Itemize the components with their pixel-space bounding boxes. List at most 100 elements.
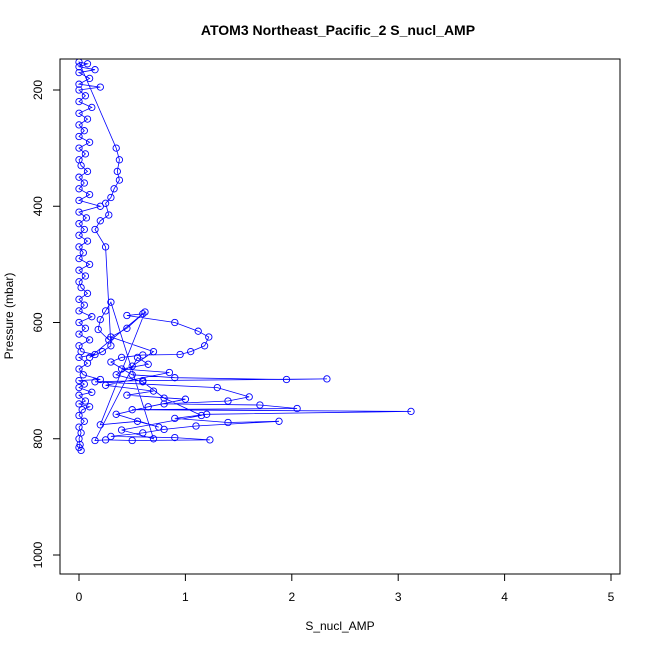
data-point (117, 353, 126, 362)
data-point (85, 260, 94, 269)
data-point (139, 310, 147, 318)
data-point (96, 217, 104, 225)
data-point (176, 350, 184, 359)
data-point (85, 190, 94, 199)
data-point (91, 225, 99, 234)
data-point (171, 318, 179, 327)
data-point (101, 199, 110, 207)
data-point (101, 307, 110, 315)
data-point (115, 176, 124, 184)
data-point (139, 378, 147, 386)
data-point (224, 397, 232, 405)
data-point (205, 333, 213, 341)
y-axis-label: Pressure (mbar) (2, 273, 16, 360)
data-point (88, 313, 96, 321)
x-tick-label: 2 (288, 590, 295, 604)
data-point (81, 397, 90, 405)
data-point (75, 97, 83, 106)
data-point (88, 103, 96, 112)
data-point (96, 83, 104, 91)
data-point (171, 433, 179, 442)
data-point (128, 436, 136, 445)
data-point (79, 249, 87, 257)
data-point (293, 404, 301, 413)
data-point (83, 237, 92, 245)
data-point (81, 150, 90, 158)
data-point (75, 307, 83, 315)
y-tick-label: 200 (31, 80, 45, 100)
data-point (80, 127, 88, 135)
data-point (197, 411, 206, 420)
data-point (75, 68, 83, 77)
data-point (79, 371, 87, 379)
data-point (75, 243, 83, 251)
data-point (80, 225, 88, 234)
data-point (144, 403, 152, 411)
data-point (75, 196, 83, 205)
data-point (165, 368, 174, 377)
data-point (85, 336, 94, 344)
data-point (75, 423, 83, 431)
data-point (107, 298, 115, 306)
data-point (83, 289, 92, 298)
x-axis: 0 1 2 3 4 5 (76, 573, 615, 604)
y-tick-label: 1000 (31, 541, 45, 568)
data-point (113, 167, 121, 176)
data-point (83, 60, 92, 68)
data-point (75, 80, 83, 88)
data-point (110, 185, 118, 193)
data-point (75, 376, 83, 385)
data-point (75, 63, 83, 71)
data-point (75, 278, 83, 286)
data-point (75, 295, 83, 303)
data-point (75, 318, 83, 327)
data-point (323, 375, 331, 383)
data-point (107, 358, 115, 366)
data-point (75, 400, 83, 408)
data-point (75, 220, 83, 228)
data-point (245, 393, 253, 401)
data-point (96, 421, 104, 429)
data-point (80, 380, 88, 388)
data-point (282, 375, 291, 384)
data-point (112, 144, 120, 152)
data-point (75, 121, 83, 129)
data-point (91, 378, 99, 386)
data-point (192, 422, 200, 430)
data-point (91, 66, 99, 74)
data-point (81, 324, 90, 332)
data-point (75, 144, 83, 152)
data-point (141, 308, 149, 316)
data-point (187, 347, 195, 356)
data-point (107, 193, 115, 202)
data-point (85, 138, 94, 146)
y-tick-label: 800 (31, 428, 45, 448)
data-point (101, 381, 110, 389)
data-point (101, 243, 110, 251)
data-point (75, 109, 83, 117)
data-point (85, 74, 94, 83)
data-point (133, 353, 142, 362)
data-point (96, 315, 104, 324)
y-tick-label: 400 (31, 196, 45, 216)
data-point (200, 342, 209, 350)
data-point (96, 202, 104, 210)
data-point (128, 371, 136, 379)
data-point (224, 418, 232, 427)
data-point (88, 388, 96, 396)
data-point (91, 436, 99, 445)
series-layer (75, 58, 415, 455)
data-point (94, 325, 102, 334)
data-point (149, 435, 158, 443)
data-point (155, 423, 163, 431)
data-point (206, 436, 214, 444)
x-axis-label: S_nucl_AMP (305, 619, 374, 633)
data-point (83, 167, 92, 176)
data-point (171, 414, 179, 423)
data-point (115, 156, 124, 164)
data-point (128, 406, 136, 414)
data-point (76, 440, 84, 449)
data-point (75, 365, 83, 373)
data-point (101, 436, 110, 444)
data-point (407, 407, 415, 416)
